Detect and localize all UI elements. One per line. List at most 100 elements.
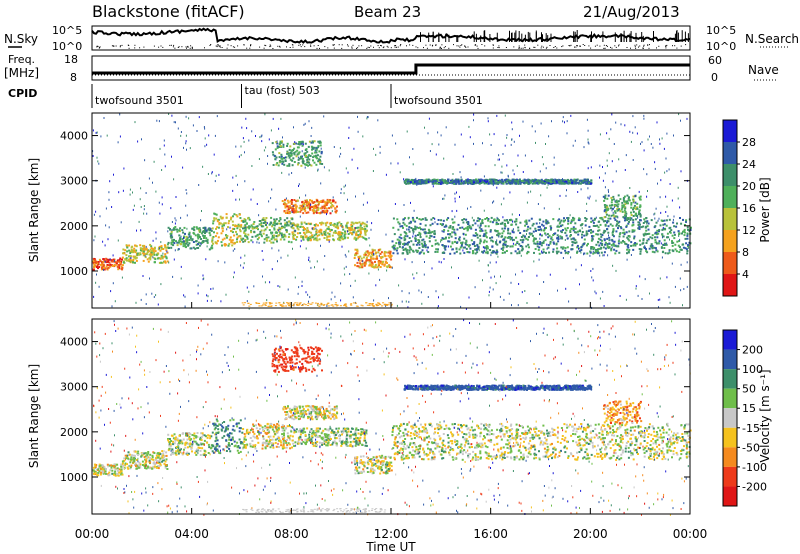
range-gate-cell (143, 244, 146, 247)
range-gate-cell (244, 233, 247, 236)
noise-search-dot (674, 45, 676, 47)
range-gate-cell (607, 194, 610, 197)
range-gate-cell (626, 194, 629, 197)
range-gate-cell (286, 151, 289, 154)
range-gate-cell (101, 264, 104, 267)
noise-cell (434, 217, 436, 220)
noise-search-dot (529, 47, 531, 49)
range-gate-cell (221, 238, 224, 241)
range-gate-cell (287, 236, 290, 238)
range-gate-cell (409, 179, 412, 182)
range-gate-cell (192, 246, 195, 249)
range-gate-cell (524, 179, 527, 182)
range-gate-cell (320, 232, 323, 235)
range-gate-cell (590, 220, 593, 223)
range-gate-cell (164, 261, 167, 264)
range-gate-cell (420, 179, 423, 181)
range-gate-cell (405, 232, 408, 235)
range-gate-cell (601, 242, 604, 245)
range-gate-cell (326, 221, 329, 224)
range-gate-cell (275, 223, 278, 226)
range-gate-cell (324, 222, 327, 225)
noise-cell (612, 264, 614, 267)
noise-cell (157, 303, 159, 306)
noise-cell (183, 294, 185, 297)
noise-cell (615, 170, 617, 173)
range-gate-cell (160, 246, 163, 249)
range-gate-cell (245, 222, 248, 225)
noise-cell (524, 154, 526, 157)
noise-cell (182, 166, 184, 169)
range-gate-cell (300, 164, 303, 167)
range-gate-cell (625, 231, 628, 234)
range-gate-cell (198, 244, 201, 247)
noise-cell (145, 192, 147, 194)
range-gate-cell (409, 247, 412, 249)
range-gate-cell (273, 220, 276, 223)
noise-cell (424, 126, 425, 129)
range-gate-cell (359, 235, 362, 238)
range-gate-cell (318, 234, 321, 237)
ground-scatter-cell (269, 303, 272, 305)
range-gate-cell (293, 142, 296, 145)
range-gate-cell (216, 239, 219, 242)
noise-cell (348, 126, 350, 129)
noise-cell (186, 148, 187, 151)
range-gate-cell (410, 227, 413, 229)
range-gate-cell (451, 242, 454, 245)
range-gate-cell (651, 237, 654, 240)
range-gate-cell (464, 227, 467, 230)
ground-scatter-cell (317, 302, 319, 304)
range-gate-cell (483, 246, 486, 249)
range-gate-cell (154, 250, 157, 253)
range-gate-cell (128, 249, 131, 252)
noise-cell (123, 167, 125, 170)
noise-cell (482, 279, 483, 282)
range-gate-cell (455, 250, 458, 253)
noise-cell (592, 267, 594, 270)
noise-cell (519, 214, 520, 216)
range-gate-cell (215, 227, 217, 230)
range-gate-cell (298, 151, 301, 154)
noise-cell (500, 171, 502, 174)
range-gate-cell (302, 201, 305, 204)
range-gate-cell (600, 217, 603, 220)
noise-cell (482, 142, 483, 145)
range-gate-cell (232, 224, 235, 227)
range-gate-cell (399, 225, 402, 228)
range-gate-cell (481, 222, 484, 225)
noise-cell (541, 250, 543, 253)
range-gate-cell (586, 181, 589, 184)
range-gate-cell (632, 210, 635, 213)
range-gate-cell (98, 258, 101, 261)
range-gate-cell (590, 217, 593, 220)
range-gate-cell (519, 182, 522, 185)
range-gate-cell (315, 238, 318, 241)
ground-scatter-cell (286, 302, 288, 304)
y-tick-label: 3000 (60, 175, 88, 188)
noise-cell (97, 160, 99, 163)
colorbar-tick-label: 28 (742, 136, 756, 149)
range-gate-cell (573, 178, 576, 181)
range-gate-cell (402, 218, 405, 221)
noise-search-dot (310, 44, 312, 46)
ground-scatter-cell (316, 304, 319, 306)
range-gate-cell (240, 224, 243, 227)
range-gate-cell (379, 262, 382, 265)
range-gate-cell (466, 243, 469, 246)
range-gate-cell (611, 199, 614, 201)
noise-search-dot (351, 46, 353, 48)
range-gate-cell (404, 247, 407, 250)
range-gate-cell (611, 239, 614, 242)
range-gate-cell (590, 231, 593, 234)
noise-cell (489, 261, 491, 264)
range-gate-cell (255, 225, 258, 228)
range-gate-cell (256, 227, 258, 230)
noise-cell (92, 129, 94, 132)
range-gate-cell (288, 148, 291, 151)
range-gate-cell (134, 255, 137, 258)
range-gate-cell (330, 202, 333, 205)
range-gate-cell (607, 217, 610, 220)
range-gate-cell (481, 229, 484, 232)
noise-cell (632, 115, 634, 118)
